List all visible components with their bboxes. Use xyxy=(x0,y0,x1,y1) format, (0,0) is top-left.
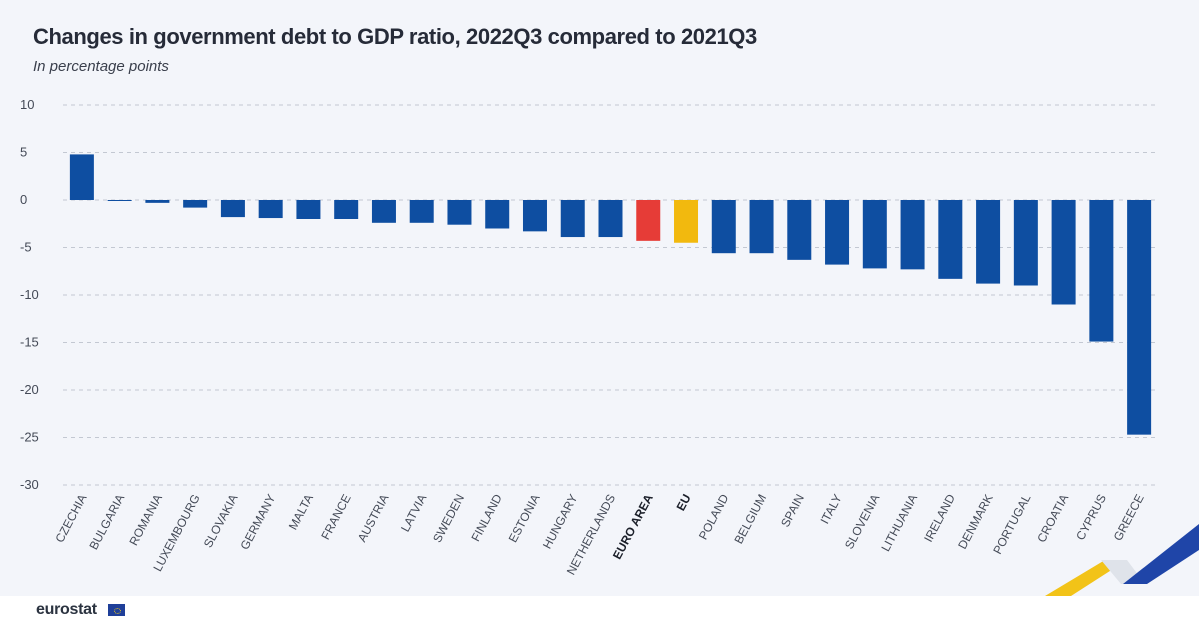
x-tick-label-sweden: SWEDEN xyxy=(430,492,467,545)
bar-netherlands xyxy=(598,200,623,238)
bar-spain xyxy=(787,200,812,260)
x-tick-label-slovakia: SLOVAKIA xyxy=(201,492,241,550)
x-tick-label-austria: AUSTRIA xyxy=(355,492,392,544)
x-tick-label-belgium: BELGIUM xyxy=(731,492,769,546)
eu-flag-icon xyxy=(108,604,125,616)
chart-subtitle: In percentage points xyxy=(33,58,169,75)
bar-czechia xyxy=(69,154,94,200)
bar-cyprus xyxy=(1089,200,1114,342)
bar-malta xyxy=(296,200,321,219)
bar-finland xyxy=(485,200,510,229)
x-tick-label-lithuania: LITHUANIA xyxy=(878,492,920,554)
bar-euro-area xyxy=(636,200,661,241)
bar-eu xyxy=(674,200,699,243)
x-tick-label-malta: MALTA xyxy=(286,492,316,532)
bar-lithuania xyxy=(900,200,925,270)
x-tick-label-france: FRANCE xyxy=(318,492,354,542)
x-tick-label-latvia: LATVIA xyxy=(398,492,429,534)
y-tick-label: 5 xyxy=(20,145,27,160)
x-tick-label-germany: GERMANY xyxy=(237,492,278,552)
footer: eurostat xyxy=(0,596,1199,623)
x-tick-label-portugal: PORTUGAL xyxy=(990,492,1033,557)
x-tick-label-slovenia: SLOVENIA xyxy=(842,492,883,552)
y-tick-label: 10 xyxy=(20,97,34,112)
bars xyxy=(69,154,1152,435)
x-tick-label-romania: ROMANIA xyxy=(126,492,165,548)
bar-denmark xyxy=(976,200,1001,284)
x-tick-label-finland: FINLAND xyxy=(468,492,505,544)
y-tick-label: 0 xyxy=(20,192,27,207)
bar-sweden xyxy=(447,200,472,225)
x-tick-label-estonia: ESTONIA xyxy=(506,492,543,545)
x-tick-label-poland: POLAND xyxy=(696,492,732,542)
gridlines xyxy=(63,104,1158,486)
y-tick-label: -15 xyxy=(20,335,39,350)
x-tick-label-euro-area: EURO AREA xyxy=(610,492,656,562)
bar-greece xyxy=(1127,200,1152,435)
y-tick-label: -25 xyxy=(20,430,39,445)
y-tick-label: -10 xyxy=(20,287,39,302)
bar-luxembourg xyxy=(183,200,208,208)
bar-latvia xyxy=(409,200,434,223)
y-tick-label: -20 xyxy=(20,382,39,397)
bar-bulgaria xyxy=(107,200,132,201)
bar-ireland xyxy=(938,200,963,279)
bar-romania xyxy=(145,200,170,203)
bar-italy xyxy=(825,200,850,265)
bar-hungary xyxy=(560,200,585,238)
x-tick-label-italy: ITALY xyxy=(818,492,845,526)
x-tick-label-spain: SPAIN xyxy=(778,492,807,530)
x-tick-label-hungary: HUNGARY xyxy=(540,492,580,551)
y-tick-label: -5 xyxy=(20,240,32,255)
x-tick-label-bulgaria: BULGARIA xyxy=(86,492,127,552)
x-tick-label-denmark: DENMARK xyxy=(955,492,996,552)
bar-poland xyxy=(711,200,736,254)
bar-germany xyxy=(258,200,283,219)
x-tick-label-czechia: CZECHIA xyxy=(52,492,89,545)
chart-panel xyxy=(0,0,1199,596)
bar-croatia xyxy=(1051,200,1076,305)
x-tick-label-eu: EU xyxy=(673,492,693,513)
bar-estonia xyxy=(522,200,547,232)
bar-france xyxy=(334,200,359,219)
eurostat-logo: eurostat xyxy=(36,601,97,618)
bar-belgium xyxy=(749,200,774,254)
bar-slovakia xyxy=(220,200,245,218)
chart-title: Changes in government debt to GDP ratio,… xyxy=(33,24,757,49)
bar-austria xyxy=(371,200,396,223)
corner-decoration-icon xyxy=(1045,524,1199,596)
y-axis-ticks: 10 5 0 -5 -10 -15 -20 -25 -30 xyxy=(20,97,39,492)
bar-portugal xyxy=(1013,200,1038,286)
bar-slovenia xyxy=(862,200,887,269)
y-tick-label: -30 xyxy=(20,477,39,492)
x-tick-label-ireland: IRELAND xyxy=(921,492,958,545)
